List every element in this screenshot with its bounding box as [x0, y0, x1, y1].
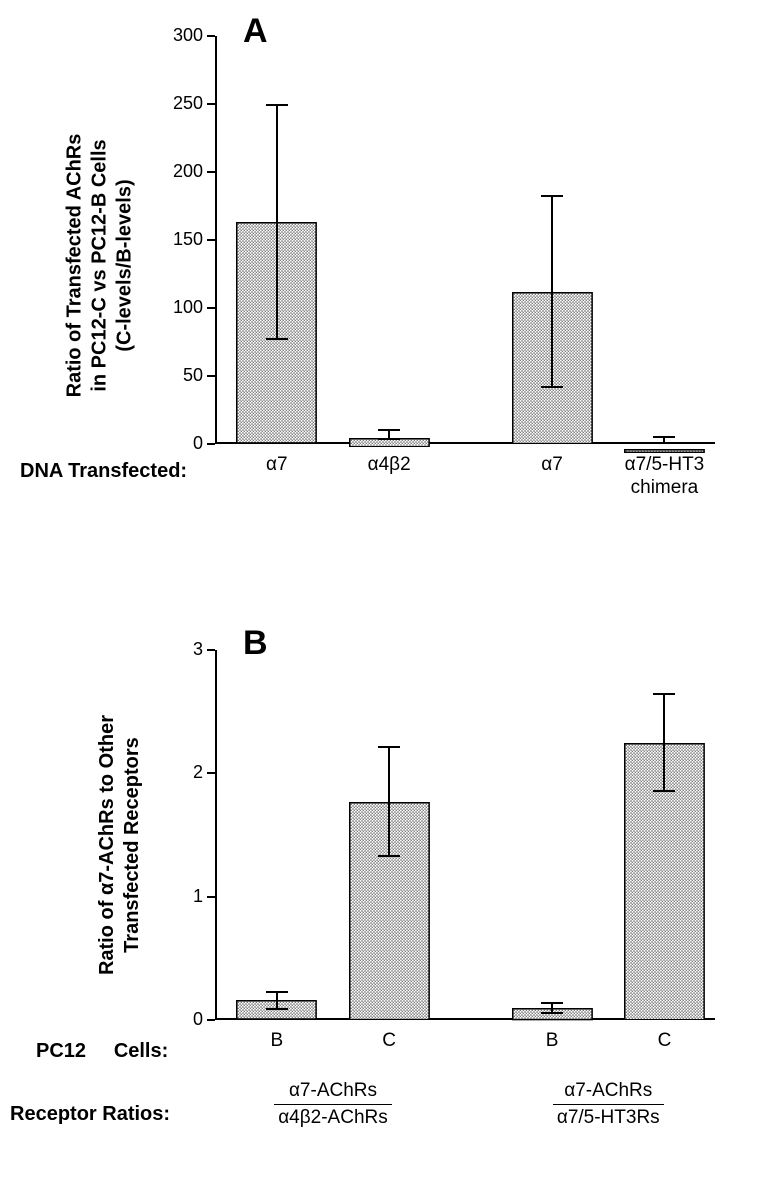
x-category-label: α7/5-HT3 chimera [594, 454, 734, 500]
ratio-denominator: α4β2-AChRs [274, 1104, 392, 1129]
x-category-label: α4β2 [319, 454, 459, 477]
ratio-numerator: α7-AChRs [274, 1080, 392, 1104]
ratio-denominator: α7/5-HT3Rs [553, 1104, 664, 1129]
panel-a-x-axis-title: DNA Transfected: [20, 460, 187, 483]
panel-a: A Ratio of Transfected AChRs in PC12-C v… [0, 0, 775, 560]
receptor-ratio-label: α7-AChRs α4β2-AChRs [243, 1080, 423, 1129]
ratio-numerator: α7-AChRs [553, 1080, 664, 1104]
receptor-ratio-label: α7-AChRs α7/5-HT3Rs [518, 1080, 698, 1129]
panel-b: B Ratio of α7-AChRs to Other Transfected… [0, 620, 775, 1199]
panel-b-ratio-labels: α7-AChRs α4β2-AChRs α7-AChRs α7/5-HT3Rs [0, 620, 775, 1199]
